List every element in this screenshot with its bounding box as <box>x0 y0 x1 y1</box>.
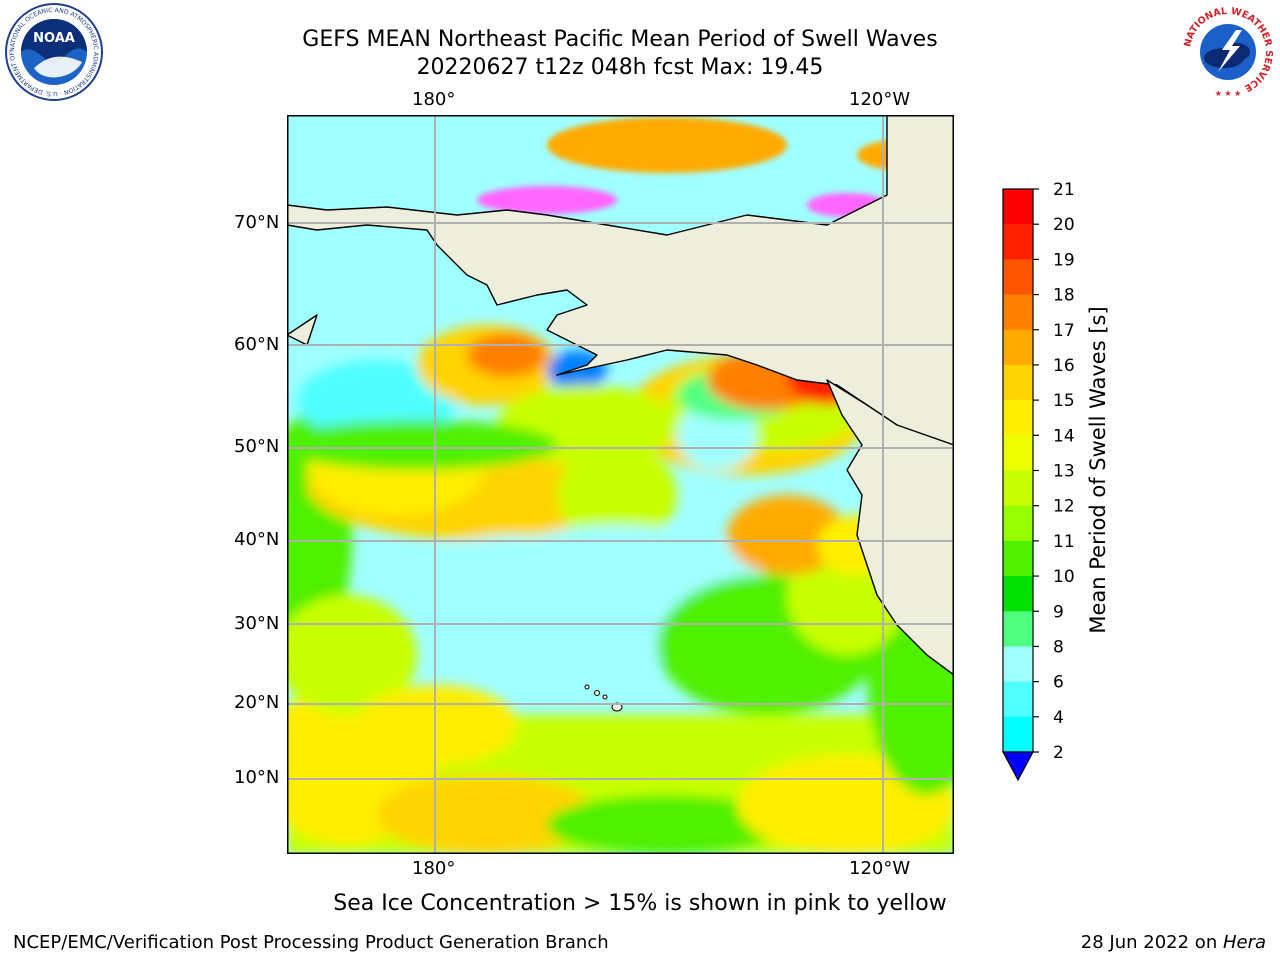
colorbar-segment <box>1003 540 1033 577</box>
colorbar-tick-label: 8 <box>1053 637 1064 657</box>
noaa-logo-icon: NATIONAL OCEANIC AND ATMOSPHERIC ADMINIS… <box>4 2 103 101</box>
lon-label-top-120w: 120°W <box>849 89 911 110</box>
colorbar-segment <box>1003 189 1033 225</box>
colorbar-segment <box>1003 716 1033 753</box>
colorbar-tick-label: 12 <box>1053 497 1075 517</box>
colorbar-segment <box>1003 576 1033 612</box>
lat-label-10n: 10°N <box>234 767 280 788</box>
colorbar-tick-label: 15 <box>1053 391 1075 411</box>
footer-date: 28 Jun 2022 on Hera <box>1081 932 1266 953</box>
colorbar-segment <box>1003 470 1033 507</box>
lon-label-bottom-120w: 120°W <box>849 858 911 879</box>
colorbar-segment <box>1003 329 1033 366</box>
map-frame <box>287 115 954 854</box>
colorbar-tick-label: 19 <box>1053 250 1075 270</box>
colorbar: 21 20 19 18 17 16 15 14 13 12 11 10 9 8 6 4 2 Mean Perio… <box>1001 180 1110 782</box>
colorbar-label: Mean Period of Swell Waves [s] <box>1086 306 1110 633</box>
colorbar-tick-label: 4 <box>1053 708 1064 728</box>
graticule <box>287 115 954 854</box>
colorbar-extend-arrow <box>1001 751 1035 782</box>
colorbar-segments <box>1003 189 1033 753</box>
nws-logo-icon: NATIONAL WEATHER SERVICE ★ ★ ★ <box>1180 4 1276 100</box>
footer-credit: NCEP/EMC/Verification Post Processing Pr… <box>13 932 609 953</box>
colorbar-tick-label: 16 <box>1053 356 1075 376</box>
svg-text:★ ★ ★: ★ ★ ★ <box>1215 89 1242 98</box>
lat-label-40n: 40°N <box>234 529 280 550</box>
colorbar-segment <box>1003 505 1033 542</box>
colorbar-segment <box>1003 435 1033 471</box>
map-title: GEFS MEAN Northeast Pacific Mean Period … <box>302 27 938 52</box>
colorbar-tick-label: 20 <box>1053 215 1075 235</box>
colorbar-segment <box>1003 294 1033 331</box>
lon-label-bottom-180: 180° <box>412 858 456 879</box>
colorbar-tick-label: 2 <box>1053 743 1064 763</box>
colorbar-tick-label: 10 <box>1053 567 1075 587</box>
lon-label-top-180: 180° <box>412 89 456 110</box>
colorbar-segment <box>1003 646 1033 683</box>
colorbar-tick-label: 17 <box>1053 321 1075 341</box>
lat-label-70n: 70°N <box>234 212 280 233</box>
footer-machine-name: Hera <box>1222 932 1266 953</box>
lat-label-60n: 60°N <box>234 334 280 355</box>
lat-label-30n: 30°N <box>234 613 280 634</box>
lat-label-20n: 20°N <box>234 692 280 713</box>
colorbar-segment <box>1003 224 1033 260</box>
colorbar-segment <box>1003 611 1033 647</box>
swell-period-map <box>287 115 954 854</box>
land-masses <box>287 115 954 676</box>
colorbar-tick-label: 14 <box>1053 426 1075 446</box>
colorbar-tick-label: 13 <box>1053 462 1075 482</box>
lat-label-50n: 50°N <box>234 436 280 457</box>
footer-date-text: 28 Jun 2022 on <box>1080 932 1223 953</box>
colorbar-tick-label: 9 <box>1053 602 1064 622</box>
svg-text:NOAA: NOAA <box>33 31 75 46</box>
map-subtitle: 20220627 t12z 048h fcst Max: 19.45 <box>416 55 824 80</box>
colorbar-tick-label: 6 <box>1053 673 1064 693</box>
colorbar-segment <box>1003 364 1033 401</box>
colorbar-segment <box>1003 259 1033 296</box>
colorbar-segment <box>1003 681 1033 718</box>
colorbar-tick-label: 18 <box>1053 286 1075 306</box>
colorbar-segment <box>1003 400 1033 436</box>
colorbar-ticks: 21 20 19 18 17 16 15 14 13 12 11 10 9 8 6 4 2 <box>1033 180 1075 763</box>
colorbar-tick-label: 21 <box>1053 180 1075 200</box>
sea-ice-caption: Sea Ice Concentration > 15% is shown in … <box>333 891 947 916</box>
colorbar-tick-label: 11 <box>1053 532 1075 552</box>
